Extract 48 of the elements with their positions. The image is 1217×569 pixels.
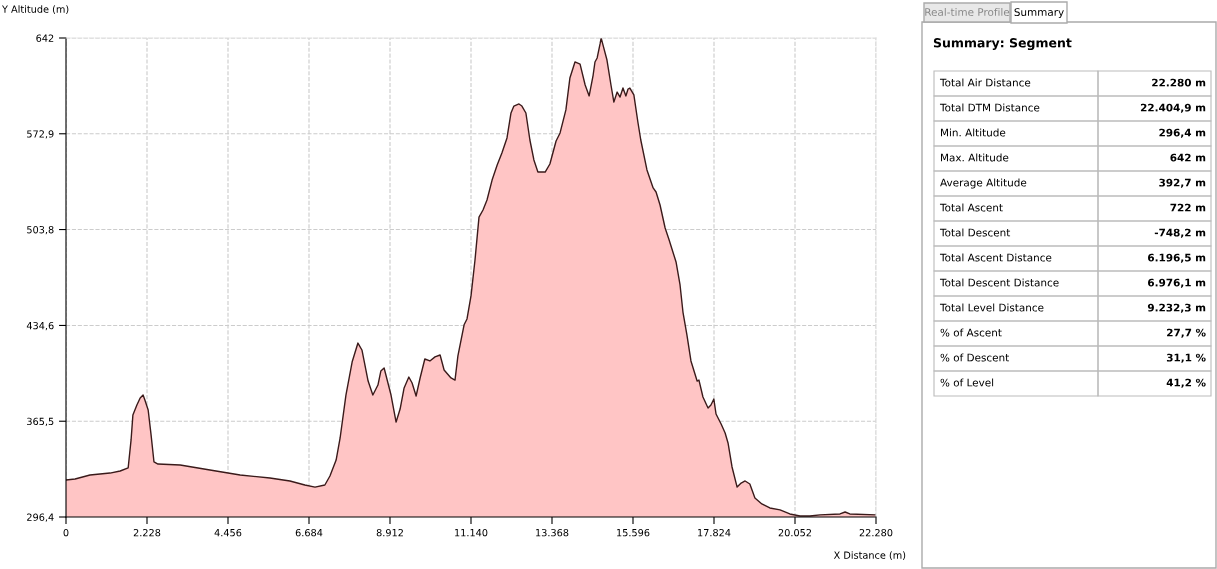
x-tick-label: 15.596 xyxy=(617,528,650,537)
text: Summary: Segment xyxy=(933,38,1072,51)
x-tick-label: 22.280 xyxy=(859,528,893,537)
text: % of Descent xyxy=(940,353,1009,362)
x-tick-label: 17.824 xyxy=(698,528,731,537)
text: 642 m xyxy=(1170,153,1206,162)
text: 27,7 % xyxy=(1167,328,1206,338)
text: Total Descent Distance xyxy=(939,278,1059,287)
text: 392,7 m xyxy=(1159,178,1206,188)
x-axis-title: X Distance (m) xyxy=(833,551,906,560)
y-axis-title: Y Altitude (m) xyxy=(1,5,69,14)
text: Total Air Distance xyxy=(939,78,1031,87)
y-tick-label: 572,9 xyxy=(27,130,54,139)
text: 722 m xyxy=(1170,203,1206,212)
x-tick-label: 11.140 xyxy=(455,528,488,537)
text: 22.280 m xyxy=(1152,78,1206,87)
text: % of Ascent xyxy=(940,328,1002,337)
y-tick-label: 503,8 xyxy=(27,226,54,235)
text: % of Level xyxy=(940,378,994,387)
y-tick-label: 296,4 xyxy=(27,513,54,522)
text: 22.404,9 m xyxy=(1140,103,1206,113)
text: Total Level Distance xyxy=(939,303,1044,312)
text: 6.196,5 m xyxy=(1148,253,1206,263)
text: Total Ascent xyxy=(939,203,1003,212)
text: Total Descent xyxy=(939,228,1011,237)
text: Max. Altitude xyxy=(941,153,1009,162)
text: Average Altitude xyxy=(940,178,1027,189)
y-tick-label: 365,5 xyxy=(27,417,54,427)
x-tick-label: 4.456 xyxy=(214,528,242,537)
x-tick-label: 8.912 xyxy=(376,528,403,537)
text: 41,2 % xyxy=(1166,378,1206,388)
x-tick-label: 0 xyxy=(63,528,69,537)
y-tick-label: 434,6 xyxy=(26,321,54,331)
x-tick-label: 20.052 xyxy=(778,528,812,537)
text: Total DTM Distance xyxy=(939,103,1040,112)
x-tick-label: 2.228 xyxy=(133,528,161,537)
x-tick-label: 13.368 xyxy=(536,528,569,537)
y-tick-label: 642 xyxy=(36,34,54,42)
text: 296,4 m xyxy=(1159,128,1206,138)
text: Real-time Profile xyxy=(925,7,1010,17)
text: -748,2 m xyxy=(1154,228,1206,238)
text: 31,1 % xyxy=(1166,353,1206,363)
text: Min. Altitude xyxy=(941,128,1006,137)
text: 9.232,3 m xyxy=(1147,303,1206,313)
text: Total Ascent Distance xyxy=(939,253,1052,262)
text: Summary xyxy=(1014,8,1064,19)
x-tick-label: 6.684 xyxy=(295,528,323,537)
text: 6.976,1 m xyxy=(1148,278,1206,288)
